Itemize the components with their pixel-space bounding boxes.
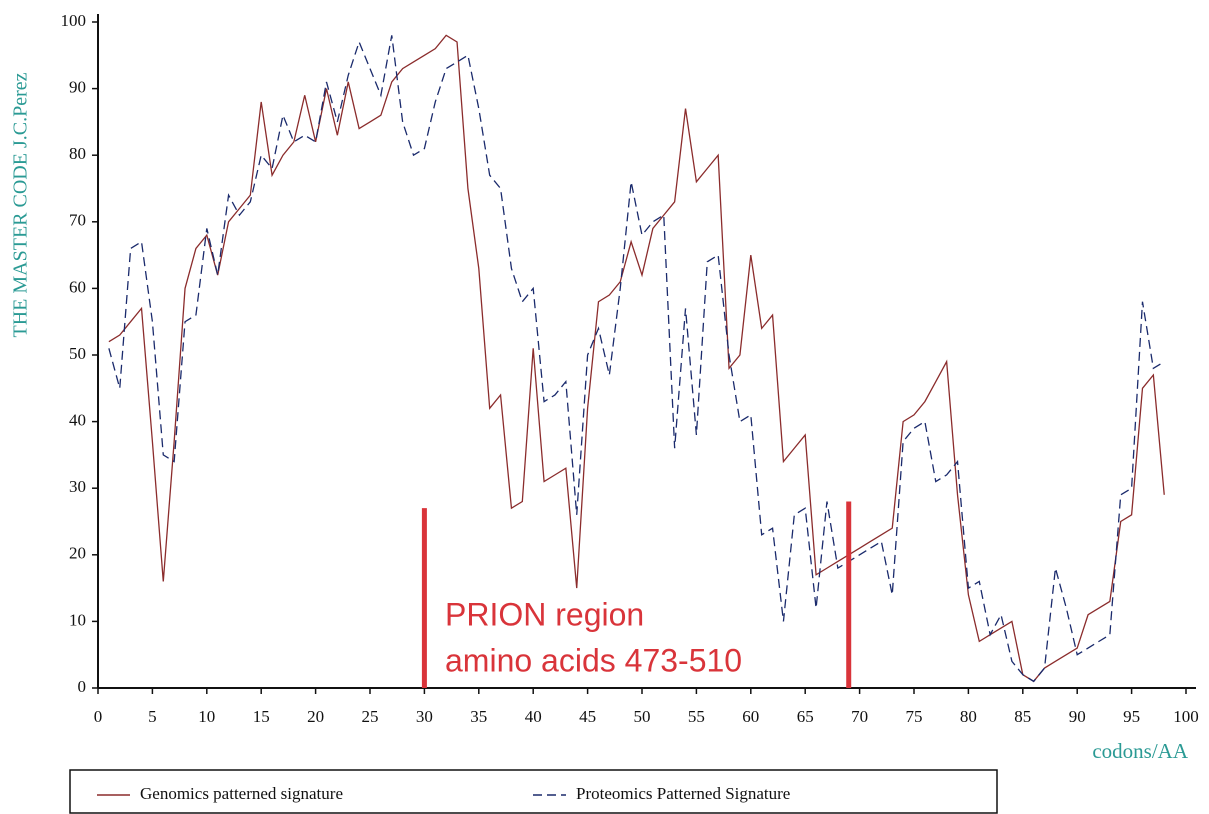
x-tick-label: 25 bbox=[362, 707, 379, 726]
x-tick-label: 70 bbox=[851, 707, 868, 726]
y-tick-label: 50 bbox=[69, 344, 86, 363]
y-axis-label: THE MASTER CODE J.C.Perez bbox=[10, 72, 32, 337]
x-tick-label: 65 bbox=[797, 707, 814, 726]
y-tick-label: 0 bbox=[78, 677, 87, 696]
x-tick-label: 5 bbox=[148, 707, 157, 726]
y-tick-label: 20 bbox=[69, 544, 86, 563]
y-tick-label: 100 bbox=[61, 11, 87, 30]
x-tick-label: 15 bbox=[253, 707, 270, 726]
x-tick-label: 45 bbox=[579, 707, 596, 726]
y-tick-label: 70 bbox=[69, 211, 86, 230]
series-line bbox=[108, 34, 1165, 683]
y-tick-label: 40 bbox=[69, 411, 86, 430]
x-axis-label: codons/AA bbox=[1092, 739, 1188, 763]
x-tick-label: 75 bbox=[906, 707, 923, 726]
legend-label: Genomics patterned signature bbox=[140, 784, 343, 803]
x-tick-label: 55 bbox=[688, 707, 705, 726]
x-tick-label: 50 bbox=[634, 707, 651, 726]
annotation-text: amino acids 473-510 bbox=[445, 642, 742, 678]
legend-label: Proteomics Patterned Signature bbox=[576, 784, 790, 803]
x-tick-label: 80 bbox=[960, 707, 977, 726]
x-tick-label: 0 bbox=[94, 707, 103, 726]
x-tick-label: 85 bbox=[1014, 707, 1031, 726]
y-tick-label: 30 bbox=[69, 477, 86, 496]
annotation-text: PRION region bbox=[445, 596, 644, 632]
x-tick-label: 30 bbox=[416, 707, 433, 726]
x-tick-label: 60 bbox=[742, 707, 759, 726]
series-line bbox=[108, 35, 1165, 683]
x-tick-label: 40 bbox=[525, 707, 542, 726]
x-tick-label: 10 bbox=[198, 707, 215, 726]
y-tick-label: 90 bbox=[69, 78, 86, 97]
y-tick-label: 60 bbox=[69, 277, 86, 296]
x-tick-label: 95 bbox=[1123, 707, 1140, 726]
legend-box bbox=[69, 769, 998, 814]
x-tick-label: 35 bbox=[470, 707, 487, 726]
x-tick-label: 90 bbox=[1069, 707, 1086, 726]
y-tick-label: 80 bbox=[69, 144, 86, 163]
y-tick-label: 10 bbox=[69, 610, 86, 629]
x-tick-label: 20 bbox=[307, 707, 324, 726]
x-tick-label: 100 bbox=[1173, 707, 1199, 726]
